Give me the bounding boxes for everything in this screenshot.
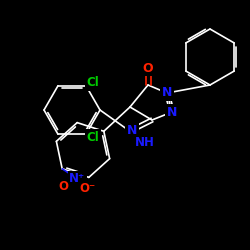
Text: N⁺: N⁺	[69, 172, 85, 185]
Text: Cl: Cl	[87, 131, 100, 144]
Text: Cl: Cl	[87, 76, 100, 89]
Text: O⁻: O⁻	[79, 182, 95, 195]
Text: N: N	[167, 106, 177, 118]
Text: O: O	[143, 62, 153, 74]
Text: NH: NH	[135, 136, 155, 148]
Text: O: O	[58, 180, 68, 193]
Text: N: N	[162, 86, 172, 100]
Text: N: N	[127, 124, 137, 136]
